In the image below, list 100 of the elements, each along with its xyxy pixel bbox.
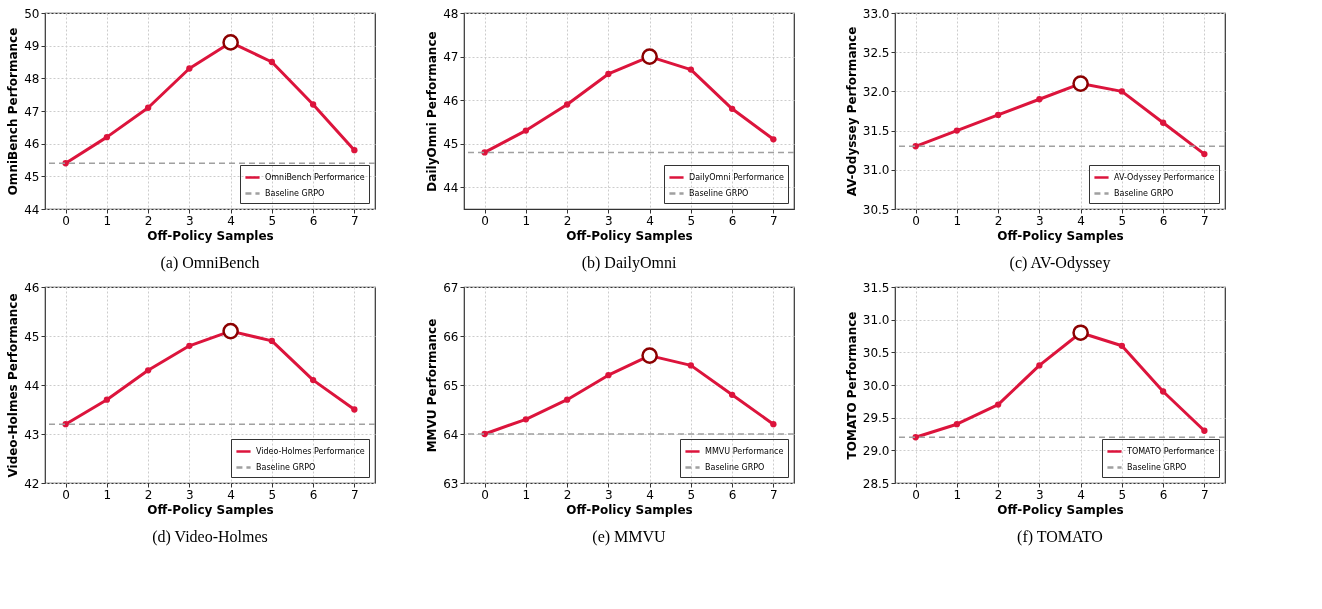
y-tick-label: 48: [443, 6, 459, 21]
x-tick-label: 5: [268, 487, 277, 502]
point: [522, 127, 530, 134]
x-tick-label: 0: [481, 213, 489, 228]
point: [953, 421, 961, 428]
y-axis-title: AV-Odyssey Performance: [844, 26, 859, 197]
point: [687, 66, 695, 73]
x-tick-label: 3: [605, 487, 613, 502]
point: [186, 342, 193, 349]
x-tick-label: 2: [563, 487, 572, 502]
x-tick-label: 6: [1159, 213, 1168, 228]
x-tick-label: 3: [186, 213, 194, 228]
y-tick-label: 50: [24, 6, 40, 21]
y-axis-title: MMVU Performance: [425, 318, 440, 453]
x-tick-label: 5: [687, 487, 696, 502]
y-tick-label: 28.5: [862, 476, 890, 491]
x-tick-label: 6: [309, 487, 318, 502]
x-tick-label: 0: [62, 487, 70, 502]
point: [222, 34, 239, 51]
y-axis-title: TOMATO Performance: [844, 311, 859, 460]
legend-label: Baseline GRPO: [689, 188, 749, 198]
y-tick-label: 65: [443, 378, 459, 393]
point: [953, 127, 961, 134]
text: (b) DailyOmni: [581, 254, 677, 272]
point: [728, 391, 736, 398]
x-tick-label: 0: [912, 213, 920, 228]
x-tick-label: 2: [563, 213, 572, 228]
x-tick-label: 4: [227, 213, 235, 228]
point: [1118, 88, 1126, 95]
x-tick-label: 1: [953, 213, 962, 228]
point: [1072, 324, 1089, 342]
x-tick-label: 7: [1201, 213, 1209, 228]
x-tick-label: 4: [646, 487, 654, 502]
legend-label: Baseline GRPO: [256, 462, 316, 472]
point: [222, 322, 239, 340]
point: [1072, 75, 1089, 92]
legend-label: Video-Holmes Performance: [256, 446, 365, 456]
y-tick-label: 46: [24, 280, 40, 295]
y-tick-label: 30.5: [862, 345, 890, 360]
x-axis-title: Off-Policy Samples: [566, 502, 693, 517]
point: [103, 133, 111, 141]
y-tick-label: 46: [24, 137, 40, 152]
x-tick-label: 7: [351, 487, 359, 502]
x-tick-label: 2: [994, 213, 1003, 228]
point: [605, 372, 612, 379]
text: (f) TOMATO: [1017, 528, 1103, 546]
y-tick-label: 44: [24, 378, 40, 393]
y-tick-label: 42: [24, 476, 40, 491]
y-tick-label: 49: [24, 39, 40, 54]
y-tick-label: 64: [443, 427, 459, 442]
x-tick-label: 7: [770, 213, 778, 228]
y-tick-label: 46: [443, 93, 459, 108]
x-axis-title: Off-Policy Samples: [997, 228, 1124, 243]
x-tick-label: 4: [646, 213, 654, 228]
point: [522, 416, 530, 423]
point: [563, 396, 571, 403]
legend-label: Baseline GRPO: [1114, 188, 1174, 198]
point: [1118, 342, 1126, 349]
legend-label: Baseline GRPO: [265, 188, 325, 198]
x-tick-label: 6: [728, 487, 737, 502]
y-tick-label: 32.5: [862, 45, 890, 60]
legend-label: AV-Odyssey Performance: [1114, 172, 1215, 182]
y-tick-label: 31.0: [862, 313, 890, 328]
point: [770, 421, 777, 428]
point: [1201, 427, 1208, 434]
point: [1036, 96, 1043, 103]
point: [994, 401, 1002, 408]
y-tick-label: 43: [24, 427, 40, 442]
x-tick-label: 5: [268, 213, 277, 228]
legend-label: OmniBench Performance: [265, 172, 365, 182]
point: [912, 434, 919, 441]
y-tick-label: 66: [443, 329, 459, 344]
x-tick-label: 6: [728, 213, 737, 228]
x-tick-label: 5: [1118, 487, 1127, 502]
point: [912, 143, 919, 150]
point: [309, 101, 317, 108]
x-tick-label: 1: [103, 213, 112, 228]
point: [687, 362, 695, 369]
x-tick-label: 4: [1077, 487, 1085, 502]
point: [351, 147, 358, 154]
x-axis-title: Off-Policy Samples: [147, 228, 274, 243]
point: [144, 104, 152, 111]
text: (a) OmniBench: [160, 254, 260, 272]
point: [1201, 150, 1208, 158]
x-tick-label: 7: [1201, 487, 1209, 502]
x-tick-label: 3: [1036, 213, 1044, 228]
y-tick-label: 47: [24, 104, 40, 119]
x-tick-label: 5: [1118, 213, 1127, 228]
x-tick-label: 2: [994, 487, 1003, 502]
x-tick-label: 5: [687, 213, 696, 228]
x-tick-label: 7: [770, 487, 778, 502]
x-tick-label: 0: [912, 487, 920, 502]
y-tick-label: 31.0: [862, 163, 890, 178]
point: [641, 347, 658, 364]
legend-label: TOMATO Performance: [1126, 446, 1215, 456]
legend-label: MMVU Performance: [705, 446, 784, 456]
y-tick-label: 33.0: [862, 6, 890, 21]
point: [309, 376, 317, 384]
x-tick-label: 6: [309, 213, 318, 228]
legend-label: Baseline GRPO: [705, 462, 765, 472]
